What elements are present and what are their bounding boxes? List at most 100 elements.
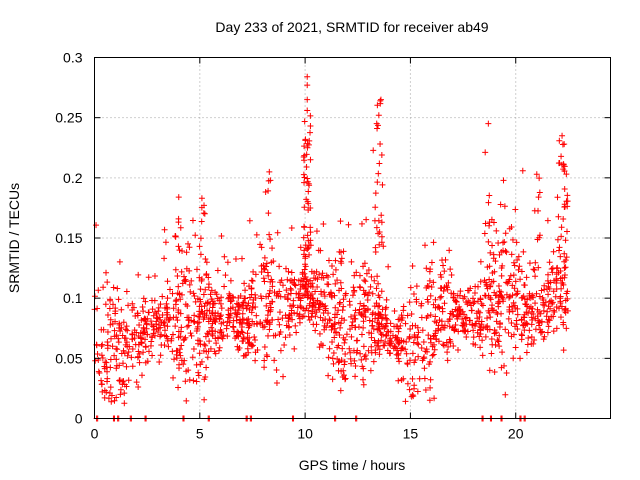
data-point: [375, 170, 382, 177]
data-point: [365, 347, 372, 354]
data-point: [497, 201, 504, 208]
data-point: [563, 198, 570, 205]
data-point: [427, 376, 434, 383]
data-point: [332, 266, 339, 273]
data-point: [301, 157, 308, 164]
data-point: [264, 312, 271, 319]
data-point: [271, 357, 278, 364]
data-point: [442, 256, 449, 263]
data-point: [332, 257, 339, 264]
data-point: [161, 255, 168, 262]
data-point: [374, 273, 381, 280]
data-point: [223, 325, 230, 332]
data-point: [145, 309, 152, 316]
data-point: [248, 277, 255, 284]
data-point: [325, 372, 332, 379]
data-point: [530, 266, 537, 273]
data-point: [172, 232, 179, 239]
data-point: [518, 331, 525, 338]
data-point: [170, 331, 177, 338]
data-point: [359, 313, 366, 320]
data-point: [486, 326, 493, 333]
data-point: [498, 292, 505, 299]
data-point: [494, 311, 501, 318]
data-point: [202, 374, 209, 381]
data-point: [116, 258, 123, 265]
data-point: [349, 318, 356, 325]
data-point: [342, 375, 349, 382]
data-point: [208, 296, 215, 303]
data-point: [363, 270, 370, 277]
data-point: [503, 249, 510, 256]
data-point: [470, 327, 477, 334]
data-point: [190, 318, 197, 325]
data-point: [499, 294, 506, 301]
data-point: [424, 348, 431, 355]
data-point: [198, 218, 205, 225]
data-point: [135, 271, 142, 278]
data-point: [339, 373, 346, 380]
data-point: [281, 342, 288, 349]
data-point: [170, 374, 177, 381]
data-point: [330, 350, 337, 357]
data-point: [155, 308, 162, 315]
data-point: [496, 288, 503, 295]
data-point: [514, 256, 521, 263]
data-point: [431, 318, 438, 325]
data-point: [304, 175, 311, 182]
data-point: [561, 272, 568, 279]
data-point: [508, 251, 515, 258]
data-point: [301, 224, 308, 231]
data-point: [380, 243, 387, 250]
data-point: [510, 259, 517, 266]
data-point: [427, 358, 434, 365]
data-point: [425, 332, 432, 339]
data-point: [261, 278, 268, 285]
data-point: [154, 315, 161, 322]
data-point: [371, 277, 378, 284]
data-point: [304, 107, 311, 114]
y-tick-label: 0: [75, 411, 83, 427]
data-point: [479, 352, 486, 359]
data-point: [276, 321, 283, 328]
data-point: [184, 302, 191, 309]
data-point: [477, 258, 484, 265]
data-point: [196, 296, 203, 303]
data-point: [436, 304, 443, 311]
data-point: [520, 322, 527, 329]
data-point: [382, 306, 389, 313]
data-point: [275, 316, 282, 323]
data-point: [554, 264, 561, 271]
y-tick-label: 0.3: [63, 50, 83, 66]
data-point: [142, 316, 149, 323]
data-point: [444, 357, 451, 364]
data-point: [248, 309, 255, 316]
data-point: [210, 300, 217, 307]
data-point: [195, 369, 202, 376]
data-point: [474, 298, 481, 305]
data-point: [214, 267, 221, 274]
data-point: [535, 194, 542, 201]
data-point: [122, 335, 129, 342]
data-point: [253, 320, 260, 327]
data-point: [108, 335, 115, 342]
data-point: [164, 337, 171, 344]
data-point: [497, 319, 504, 326]
data-points: [91, 73, 571, 422]
data-point: [431, 341, 438, 348]
data-point: [395, 316, 402, 323]
data-point: [386, 350, 393, 357]
data-point: [534, 313, 541, 320]
data-point: [265, 177, 272, 184]
data-point: [304, 96, 311, 103]
data-point: [356, 306, 363, 313]
data-point: [452, 321, 459, 328]
data-point: [95, 368, 102, 375]
data-point: [193, 378, 200, 385]
data-point: [519, 167, 526, 174]
data-point: [200, 210, 207, 217]
data-point: [545, 291, 552, 298]
data-point: [376, 320, 383, 327]
data-point: [329, 322, 336, 329]
data-point: [347, 326, 354, 333]
